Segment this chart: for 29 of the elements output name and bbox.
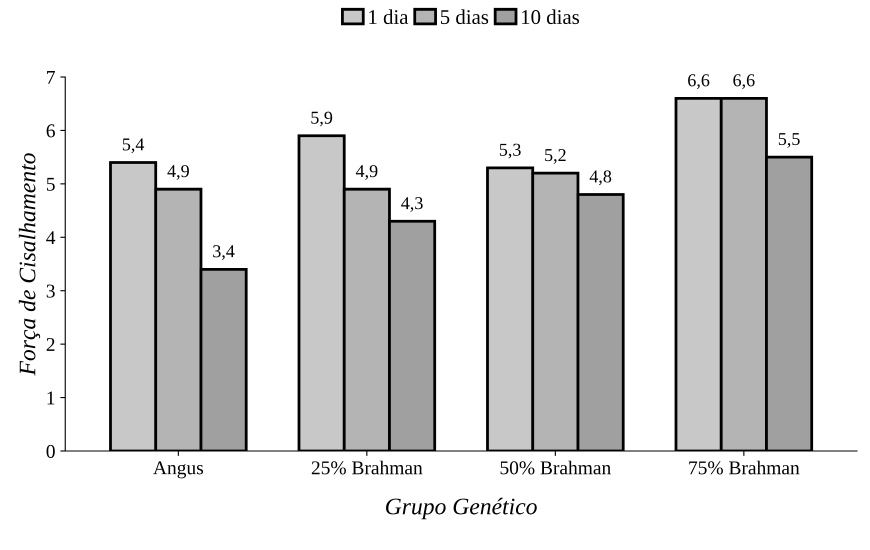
data-label: 5,3 (500, 144, 521, 158)
data-label: 3,4 (213, 245, 235, 260)
x-tick-label: 25% Brahman (312, 460, 422, 474)
legend-label: 10 dias (522, 9, 580, 24)
y-tick-label: 4 (46, 231, 56, 244)
y-tick-label: 7 (47, 71, 55, 84)
y-axis-title: Força de Cisalhamento (18, 153, 40, 376)
y-tick-label: 0 (46, 444, 55, 458)
data-label: 6,6 (688, 74, 710, 89)
data-label: 5,5 (778, 133, 800, 148)
y-tick-label: 5 (46, 178, 55, 191)
legend-label: 1 dia (369, 9, 408, 24)
y-tick-label: 2 (46, 338, 54, 351)
data-label: 6,6 (733, 74, 755, 89)
data-label: 4,9 (167, 165, 189, 180)
y-tick-label: 3 (46, 284, 55, 298)
legend-label: 5 dias (440, 9, 488, 24)
y-tick-label: 6 (46, 124, 55, 138)
data-label: 5,4 (122, 138, 144, 154)
data-label: 4,9 (356, 165, 378, 180)
x-tick-label: 50% Brahman (500, 460, 611, 474)
data-label: 4,3 (401, 197, 423, 212)
data-label: 4,8 (590, 170, 612, 186)
x-axis-title: Grupo Genético (386, 498, 537, 520)
x-tick-label: 75% Brahman (689, 460, 800, 474)
x-tick-label: Angus (153, 461, 204, 478)
data-label: 5,2 (545, 149, 566, 164)
data-label: 5,9 (311, 112, 332, 126)
y-tick-label: 1 (48, 391, 54, 404)
